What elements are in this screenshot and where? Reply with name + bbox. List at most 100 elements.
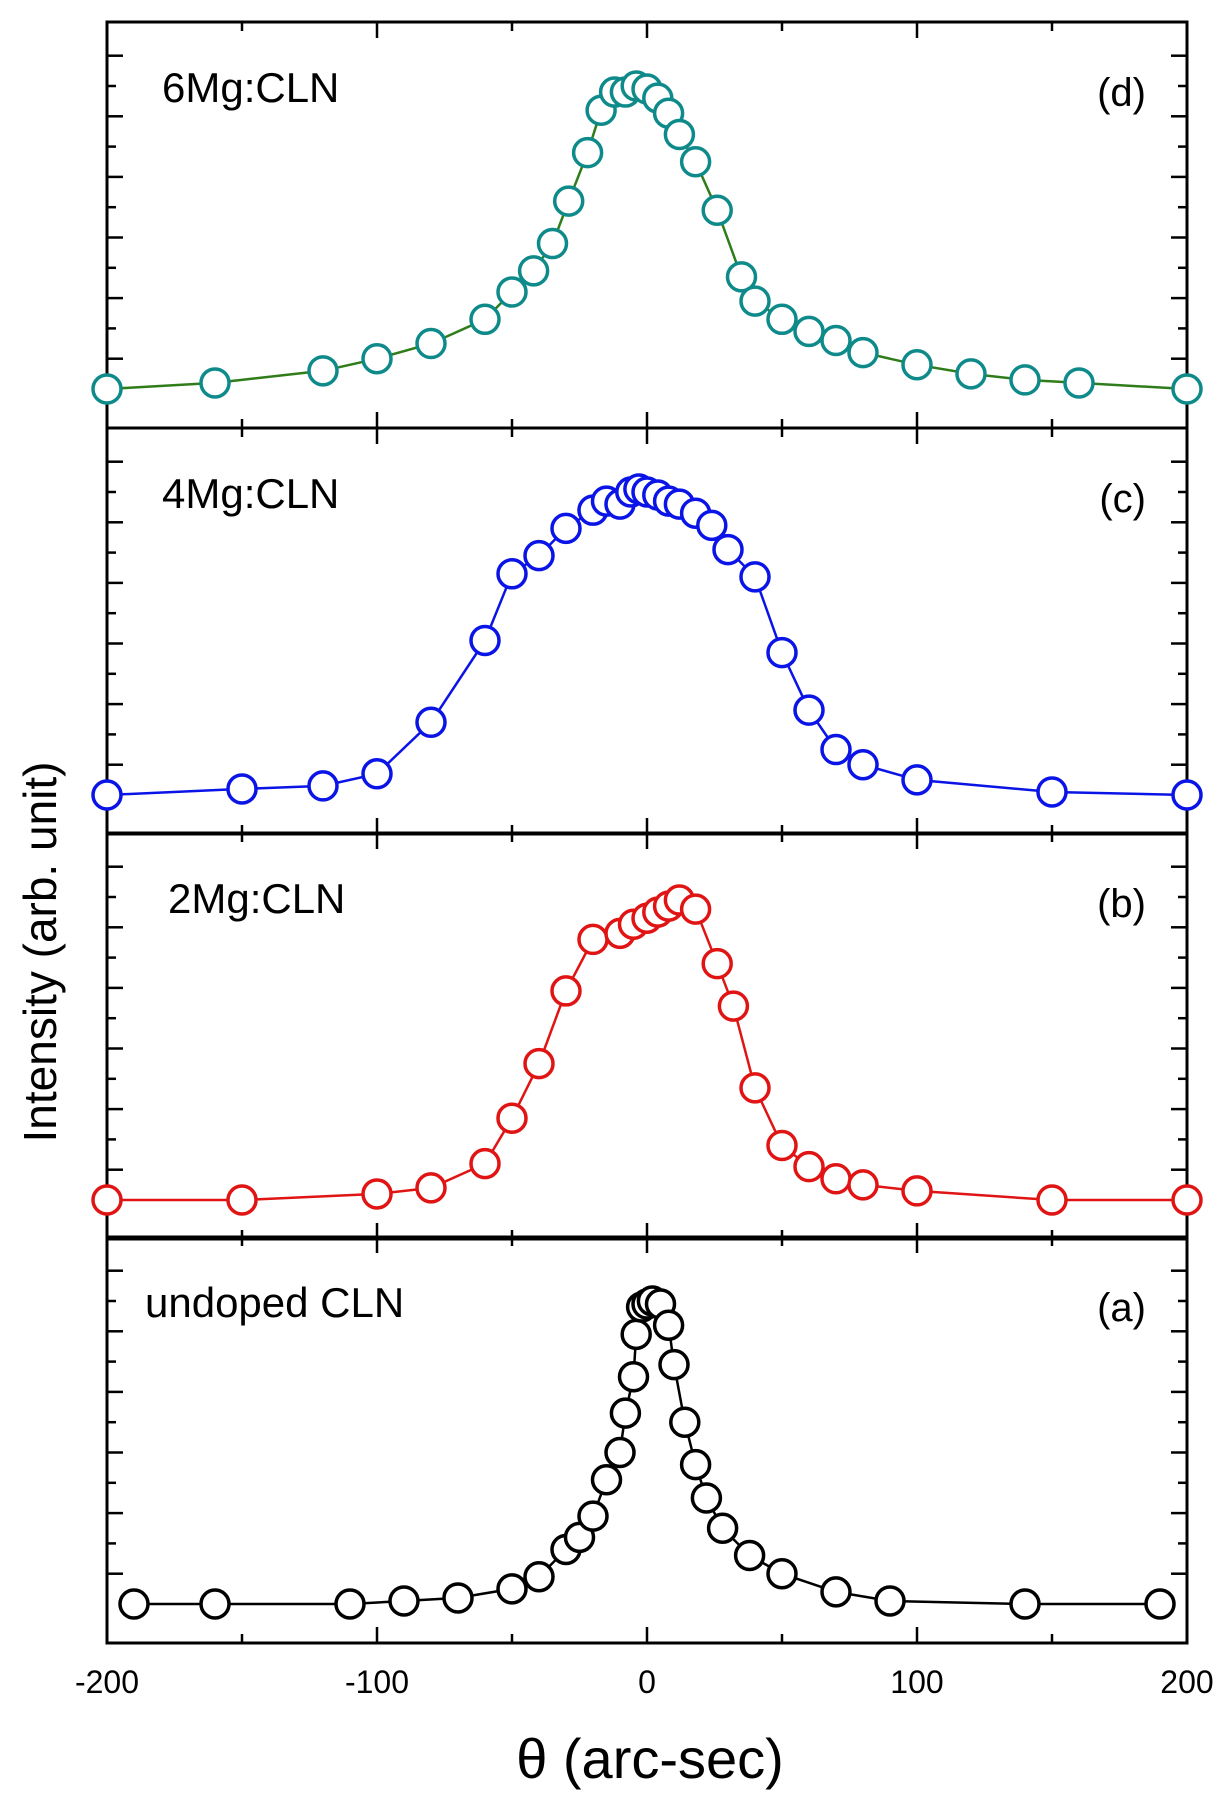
data-point-c — [712, 533, 744, 566]
data-point-a — [609, 1397, 642, 1429]
x-tick-label: 100 — [890, 1664, 943, 1700]
data-point-b — [1036, 1184, 1068, 1216]
data-point-c — [1171, 779, 1203, 811]
data-point-b — [820, 1163, 852, 1195]
data-point-c — [696, 509, 728, 542]
data-point-b — [793, 1150, 825, 1183]
data-point-a — [652, 1309, 685, 1341]
data-point-c — [523, 539, 555, 572]
data-point-c — [361, 758, 393, 790]
data-point-c — [1036, 776, 1068, 808]
data-point-b — [550, 975, 582, 1007]
data-point-c — [226, 773, 258, 805]
data-point-d — [901, 349, 933, 381]
data-point-d — [739, 285, 771, 317]
data-point-c — [901, 764, 933, 796]
data-point-b — [901, 1175, 933, 1207]
data-point-d — [1171, 373, 1203, 405]
series-line-b — [107, 898, 1187, 1202]
x-tick-label: -200 — [75, 1664, 139, 1700]
data-point-d — [766, 303, 798, 336]
data-point-c — [793, 694, 825, 726]
data-point-d — [496, 276, 528, 308]
data-point-b — [469, 1147, 501, 1180]
data-point-d — [679, 146, 712, 178]
data-point-d — [536, 227, 569, 260]
data-point-a — [496, 1573, 528, 1605]
panel-tag-b: (b) — [1097, 882, 1146, 926]
x-tick-label: 200 — [1160, 1664, 1213, 1700]
data-point-a — [590, 1464, 623, 1496]
panel-tag-d: (d) — [1097, 71, 1146, 115]
data-point-a — [669, 1406, 701, 1438]
data-point-d — [793, 315, 825, 348]
series-line-d — [106, 84, 1188, 391]
y-axis-title: Intensity (arb. unit) — [14, 762, 66, 1143]
data-point-a — [820, 1576, 852, 1608]
panel-label-a: undoped CLN — [145, 1279, 404, 1326]
data-point-d — [820, 324, 852, 357]
data-point-a — [690, 1482, 723, 1514]
data-point-b — [766, 1129, 798, 1162]
data-point-d — [955, 358, 987, 390]
data-point-d — [469, 303, 501, 336]
data-point-d — [725, 261, 758, 293]
data-point-a — [577, 1500, 609, 1532]
x-axis-title: θ (arc-sec) — [516, 1727, 784, 1790]
data-point-a — [1144, 1588, 1176, 1620]
x-tick-label: 0 — [638, 1664, 656, 1700]
data-point-a — [874, 1585, 906, 1617]
data-point-b — [847, 1169, 879, 1201]
data-point-a — [658, 1348, 690, 1381]
data-point-a — [388, 1585, 420, 1617]
data-point-b — [415, 1172, 447, 1204]
data-point-d — [199, 367, 231, 399]
data-point-c — [91, 779, 123, 811]
data-point-c — [496, 558, 528, 590]
data-point-c — [847, 748, 879, 781]
data-point-d — [552, 185, 585, 217]
data-point-c — [766, 636, 798, 669]
x-tick-label: -100 — [345, 1664, 409, 1700]
data-point-a — [199, 1588, 231, 1620]
data-point-a — [617, 1361, 650, 1393]
data-point-d — [361, 342, 393, 375]
data-point-a — [766, 1557, 798, 1590]
data-point-b — [523, 1047, 555, 1080]
data-point-d — [307, 355, 339, 387]
data-point-b — [361, 1178, 393, 1210]
data-point-a — [733, 1539, 766, 1572]
data-point-a — [604, 1436, 636, 1469]
data-point-c — [415, 706, 447, 739]
data-point-a — [706, 1512, 739, 1544]
data-point-a — [523, 1560, 555, 1593]
data-point-d — [91, 373, 123, 405]
data-point-c — [469, 624, 501, 657]
panel-label-d: 6Mg:CLN — [162, 64, 339, 111]
data-point-a — [620, 1318, 652, 1351]
series-line-c — [106, 487, 1188, 797]
data-point-a — [334, 1588, 366, 1620]
data-point-d — [415, 327, 447, 360]
data-point-d — [1063, 367, 1095, 399]
data-point-c — [307, 770, 339, 802]
data-point-b — [717, 990, 750, 1022]
data-point-d — [571, 136, 604, 169]
panel-label-b: 2Mg:CLN — [168, 875, 345, 922]
data-point-a — [1009, 1588, 1041, 1620]
data-point-b — [679, 893, 712, 925]
data-point-b — [226, 1184, 258, 1216]
data-point-c — [739, 561, 771, 593]
data-point-b — [739, 1072, 771, 1104]
panel-tag-c: (c) — [1099, 477, 1146, 521]
data-point-b — [496, 1102, 528, 1134]
panel-tag-a: (a) — [1097, 1286, 1146, 1330]
data-point-b — [701, 947, 733, 980]
panel-label-c: 4Mg:CLN — [162, 470, 339, 517]
data-point-b — [577, 923, 609, 956]
data-point-c — [550, 512, 582, 545]
data-point-d — [701, 194, 733, 226]
data-point-a — [679, 1448, 712, 1481]
data-point-b — [1171, 1184, 1203, 1216]
